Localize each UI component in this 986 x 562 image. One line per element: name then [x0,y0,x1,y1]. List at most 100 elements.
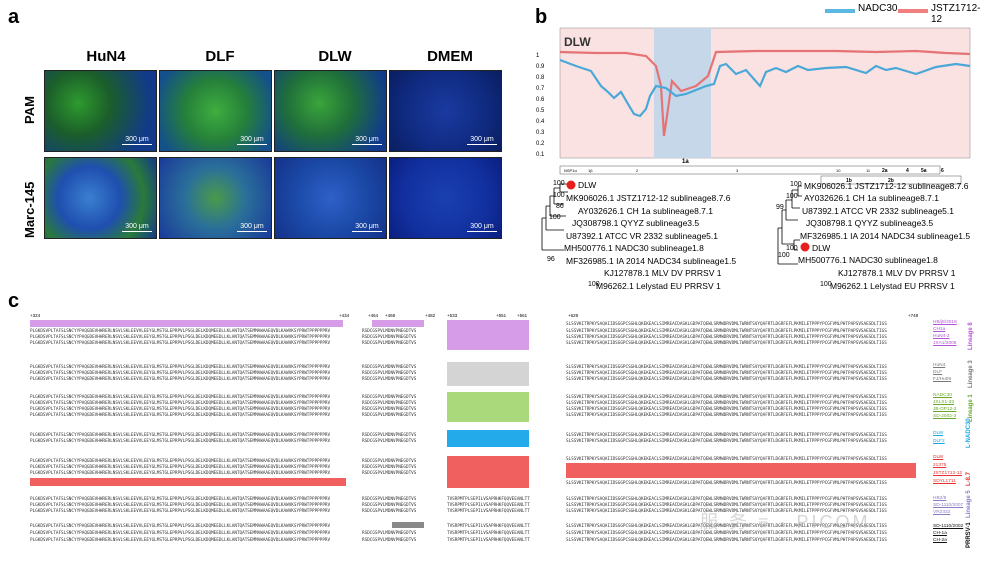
strain-name: JSTZ1712-12 [933,471,963,476]
genome-label: 2a [882,168,888,174]
group-label: L-8.7 [966,471,972,486]
strain-name: CH1a [933,327,946,332]
deletion-block [447,320,529,350]
tree-left-label: M96262.1 Lelystad EU PRRSV 1 [596,281,721,291]
bootstrap-value: 96 [547,256,555,263]
sequence-row: RSDCGSPVLMDNVPNEGDTVS [362,341,417,346]
sequence-row: PLGKDSVPLTAFSLSNCYYPAQGDEVHHRERLNSVLSKLE… [30,531,331,536]
sequence-row: RSDCGSPVLMDNVPNEGDTVS [362,459,417,464]
sequence-row: SLSSVKITRPKYSAQAIIDSGGPCSGHLQKEKEACLSIMR… [566,531,887,536]
sequence-row: PLGKDSVPLTAFSLSNCYYPAQGDEVHHRERLNSVLSKLE… [30,365,331,370]
sequence-row: RSDCGSPVLMDNVPNEGDTVS [362,407,417,412]
micrograph-pam-dlw: 300 μm [274,70,387,152]
position-marker: +551 [496,313,507,318]
tree-right-branches [777,185,802,265]
plot-background [559,27,971,159]
deletion-block [30,478,346,486]
genome-label: 2b [888,178,894,184]
strain-name: DLW [933,431,944,436]
col-header-hun4: HuN4 [86,48,126,65]
sequence-row: RSDCGSPVLMDNVPNEGDTVS [362,531,417,536]
sequence-row: PLGKDSVPLTAFSLSNCYYPAQGDEVHHRERLNSVLSKLE… [30,471,331,476]
deletion-block [566,463,916,478]
sequence-row: PLGKDSVPLTAFSLSNCYYPAQGDEVHHRERLNSVLSKLE… [30,503,331,508]
position-marker: +533 [447,313,458,318]
tree-right-label: U87392.1 ATCC VR 2332 sublineage5.1 [802,206,954,216]
deletion-block [372,320,424,327]
sequence-row: PLGKDSVPLTAFSLSNCYYPAQGDEVHHRERLNSVLSKLE… [30,465,331,470]
watermark: 服 务 ≡ · PICOM [700,512,871,532]
bootstrap-value: 100 [553,192,565,199]
sequence-row: SLSSVKITRPKYSAQAIIDSGGPCSGHLQKEKEACLSIMR… [566,407,887,412]
sequence-row: RSDCGSPVLMDNVPNEGDTVS [362,509,417,514]
sequence-row: SLSSVKITRPKYSAQAIIDSGGPCSGHLQKEKEACLSIMR… [566,365,887,370]
position-marker: +324 [30,313,41,318]
sequence-row: RSDCGSPVLMDNVPNEGDTVS [362,335,417,340]
strain-name: HuN4 [933,363,946,368]
strain-name: 21375 [933,463,947,468]
position-marker: +561 [517,313,528,318]
scale-bar: 300 μm [352,136,382,145]
panel-letter-a: a [8,6,20,28]
strain-name: DLW [933,455,944,460]
sequence-row: SLSSVKITRPKYSAQAIIDSGGPCSGHLQKEKEACLSIMR… [566,481,887,486]
sequence-row: RSDCGSPVLMDNVPNEGDTVS [362,465,417,470]
strain-name: CH-1a [933,531,947,536]
sequence-row: RSDCGSPVLMDNVPNEGDTVS [362,395,417,400]
strain-name: VR2332 [933,510,951,515]
sequence-row: RSDCGSPVLMDNVPNEGDTVS [362,401,417,406]
genome-label: 2 [636,168,639,173]
bootstrap-value: 100 [588,281,600,288]
sequence-row: PLGKDSVPLTAFSLSNCYYPAQGDEVHHRERLNSVLSKLE… [30,401,331,406]
genome-label: 6 [941,168,944,174]
deletion-block [447,362,529,386]
sequence-row: RSDCGSPVLMDNVPNEGDTVS [362,371,417,376]
micrograph-marc-dlw: 300 μm [274,157,387,239]
similarity-plot: 1 0.9 0.8 0.7 0.6 0.5 0.4 0.3 0.2 0.1 DL… [536,27,971,185]
sequence-row: SLSSVKITRPKYSAQAIIDSGGPCSGHLQKEKEACLSIMR… [566,497,887,502]
sequence-row: PLGKDSVPLTAFSLSNCYYPAQGDEVHHRERLNSVLSKLE… [30,335,331,340]
sequence-row: TVSRPMTPLSEPILVSAPRHKFQQVEEANLTT [447,509,530,514]
tree-right-label: AY032626.1 CH 1a sublineage8.7.1 [804,193,939,203]
tree-left-label: U87392.1 ATCC VR 2332 sublineage5.1 [566,231,718,241]
sequence-row: RSDCGSPVLMDNVPNEGDTVS [362,377,417,382]
sequence-row: PLGKDSVPLTAFSLSNCYYPAQGDEVHHRERLNSVLSKLE… [30,439,331,444]
strain-name: SD-2002-3 [933,414,957,419]
scale-bar: 300 μm [237,223,267,232]
scale-bar: 300 μm [467,136,497,145]
y-tick-label: 0.8 [536,75,545,81]
row-header-pam: PAM [22,96,37,124]
strain-name: NADC30 [933,393,952,398]
tree-left-label: AY032626.1 CH 1a sublineage8.7.1 [578,206,713,216]
position-marker: +434 [339,313,350,318]
genome-label: NSP1α [564,168,577,173]
strain-name: HuN4-2 [933,334,950,339]
position-marker: +748 [908,313,919,318]
jstz-similarity-line [559,49,971,137]
deletion-block [392,522,424,528]
sequence-row: SLSSVKITRPKYSAQAIIDSGGPCSGHLQKEKEACLSIMR… [566,322,887,327]
scale-bar: 300 μm [122,136,152,145]
sequence-row: PLGKDSVPLTAFSLSNCYYPAQGDEVHHRERLNSVLSKLE… [30,341,331,346]
sequence-row: SLSSVKITRPKYSAQAIIDSGGPCSGHLQKEKEACLSIMR… [566,433,887,438]
micrograph-pam-hun4: 300 μm [44,70,157,152]
y-tick-label: 0.3 [536,130,545,136]
y-tick-label: 1 [536,53,540,59]
position-marker: +468 [385,313,396,318]
y-tick-label: 0.7 [536,86,545,92]
strain-name: HB2/9 [933,496,947,501]
bootstrap-value: 100 [553,180,565,187]
panel-letter-c: c [8,290,20,312]
sequence-row: SLSSVKITRPKYSAQAIIDSGGPCSGHLQKEKEACLSIMR… [566,538,887,543]
position-marker: +629 [568,313,579,318]
sequence-row: PLGKDSVPLTAFSLSNCYYPAQGDEVHHRERLNSVLSKLE… [30,538,331,543]
tree-left-label: MK906026.1 JSTZ1712-12 sublineage8.7.6 [566,193,731,203]
sequence-row: SLSSVKITRPKYSAQAIIDSGGPCSGHLQKEKEACLSIMR… [566,341,887,346]
sequence-row: PLGKDSVPLTAFSLSNCYYPAQGDEVHHRERLNSVLSKLE… [30,509,331,514]
group-label: Lineage 5 [966,490,972,518]
tree-left-label: MH500776.1 NADC30 sublineage1.8 [564,243,704,253]
strain-name: FJ/Hu06 [933,377,952,382]
tree-right-label: JQ308798.1 QYYZ sublineage3.5 [806,218,934,228]
y-tick-label: 0.5 [536,108,545,114]
strain-name: DLF2 [933,439,945,444]
